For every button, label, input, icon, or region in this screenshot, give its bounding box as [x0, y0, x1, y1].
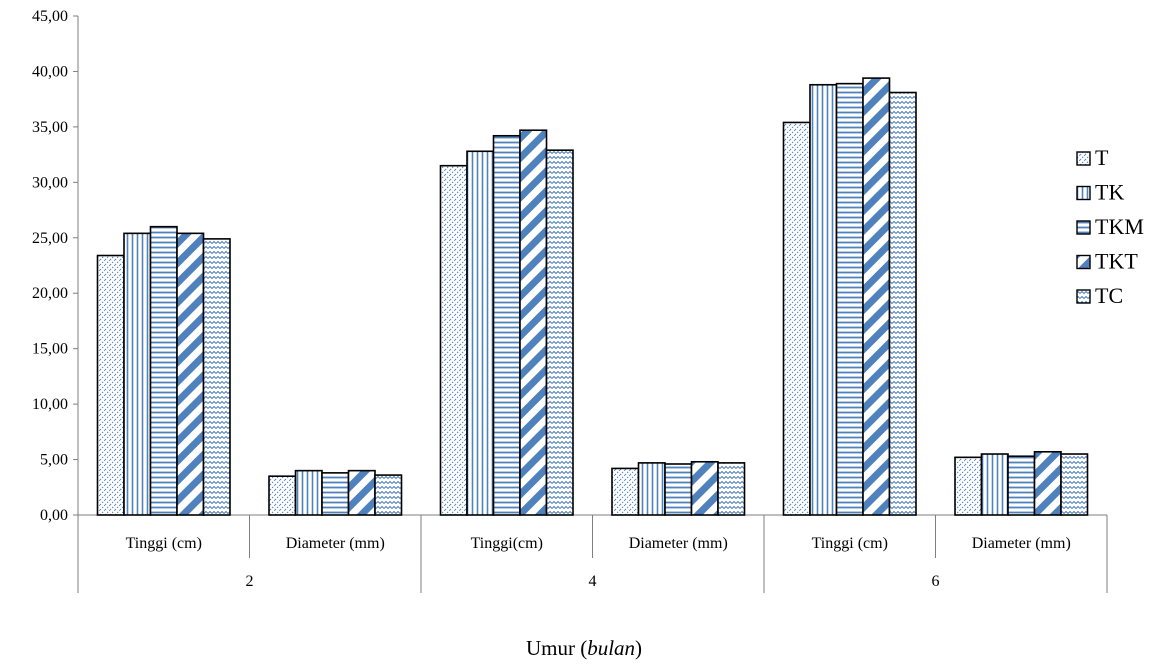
y-tick-label: 5,00: [40, 452, 68, 469]
bar-tc-2: [545, 149, 574, 516]
bar-tc-1: [374, 474, 403, 516]
legend-swatch-tkm: [1076, 220, 1091, 235]
x-axis-title-unit: bulan: [587, 636, 635, 660]
bar-tkm-5: [1007, 455, 1036, 516]
bar-tk-0: [123, 232, 152, 516]
bar-tkt-1: [347, 469, 376, 516]
x-category-label: Tinggi (cm): [812, 535, 888, 552]
bar-t-3: [611, 467, 640, 516]
y-tick-label: 20,00: [32, 285, 68, 302]
bar-tkt-3: [690, 460, 719, 516]
x-group-label: 6: [932, 573, 940, 590]
y-tick-label: 40,00: [32, 63, 68, 80]
bar-t-2: [439, 164, 468, 516]
legend-label-tkm: TKM: [1095, 214, 1144, 239]
bar-tkt-4: [862, 77, 891, 516]
plot-area: 0,00 5,00 10,00 15,00 20,00 25,00 30,00 35,00 40…: [32, 8, 1144, 660]
bar-tk-3: [637, 462, 666, 516]
y-tick-label: 15,00: [32, 341, 68, 358]
legend-swatch-tkt: [1076, 254, 1091, 270]
legend-swatch-tk: [1076, 185, 1091, 201]
bar-tk-4: [809, 83, 838, 516]
x-category-label: Diameter (mm): [972, 535, 1071, 552]
bar-tc-5: [1060, 453, 1089, 516]
y-tick-label: 30,00: [32, 174, 68, 191]
y-tick-label: 10,00: [32, 396, 68, 413]
bar-tk-1: [294, 469, 323, 516]
bar-tkm-4: [835, 82, 864, 516]
legend-label-tc: TC: [1095, 283, 1123, 308]
bar-tkt-0: [176, 232, 205, 516]
x-axis-title-main: Umur: [526, 636, 575, 660]
legend-label-t: T: [1095, 145, 1109, 170]
x-group-label: 4: [589, 573, 597, 590]
y-tick-label: 0,00: [40, 507, 68, 524]
x-category-label: Diameter (mm): [629, 535, 728, 552]
bar-tc-0: [202, 238, 231, 516]
legend-label-tkt: TKT: [1095, 249, 1138, 274]
bar-tkm-3: [664, 463, 693, 516]
x-axis-title: Umur (bulan): [526, 636, 642, 660]
bar-tc-4: [888, 91, 917, 516]
y-tick-label: 25,00: [32, 230, 68, 247]
bar-tk-2: [466, 150, 495, 516]
bar-t-5: [954, 456, 983, 516]
x-category-label: Tinggi (cm): [126, 535, 202, 552]
legend-swatch-t: [1076, 151, 1091, 166]
y-tick-label: 35,00: [32, 119, 68, 136]
legend-label-tk: TK: [1095, 180, 1124, 205]
bar-tkm-1: [321, 472, 350, 516]
bar-t-1: [268, 475, 297, 516]
bar-tkt-5: [1033, 450, 1062, 516]
x-category-label: Tinggi(cm): [471, 535, 543, 552]
legend-swatch-tc: [1076, 289, 1091, 304]
bar-t-4: [782, 121, 811, 516]
bar-tkm-0: [149, 225, 178, 516]
x-group-label: 2: [246, 573, 254, 590]
bar-tkt-2: [519, 129, 548, 516]
bar-tc-3: [717, 462, 746, 516]
x-category-label: Diameter (mm): [286, 535, 385, 552]
y-tick-label: 45,00: [32, 8, 68, 25]
bar-t-0: [96, 254, 125, 516]
bar-tkm-2: [492, 134, 521, 516]
bar-tk-5: [980, 453, 1009, 516]
